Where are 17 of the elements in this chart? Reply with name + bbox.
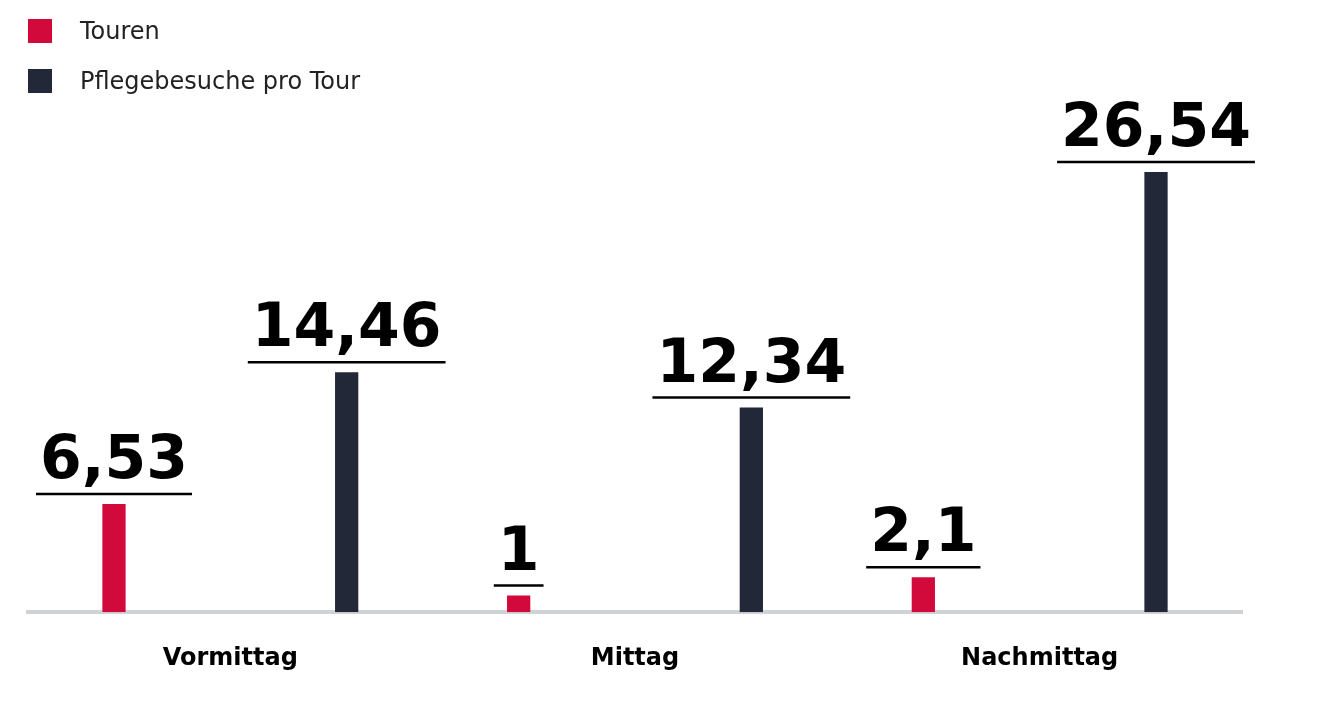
- x-tick-label: Nachmittag: [961, 642, 1119, 671]
- data-label: 6,53: [39, 421, 189, 492]
- data-label: 12,34: [656, 325, 847, 396]
- data-label: 14,46: [251, 290, 442, 361]
- data-label: 1: [497, 513, 540, 584]
- bar: [739, 407, 763, 613]
- legend-label: Pflegebesuche pro Tour: [80, 67, 361, 95]
- x-tick-label: Vormittag: [162, 642, 298, 671]
- bar: [911, 577, 935, 613]
- legend-label: Touren: [80, 17, 160, 45]
- bar: [507, 595, 531, 613]
- bar: [335, 372, 359, 613]
- x-tick-label: Mittag: [590, 642, 680, 671]
- data-label: 2,1: [870, 495, 977, 566]
- data-label: 26,54: [1061, 90, 1251, 160]
- bar: [1144, 172, 1168, 613]
- bar: [102, 503, 126, 613]
